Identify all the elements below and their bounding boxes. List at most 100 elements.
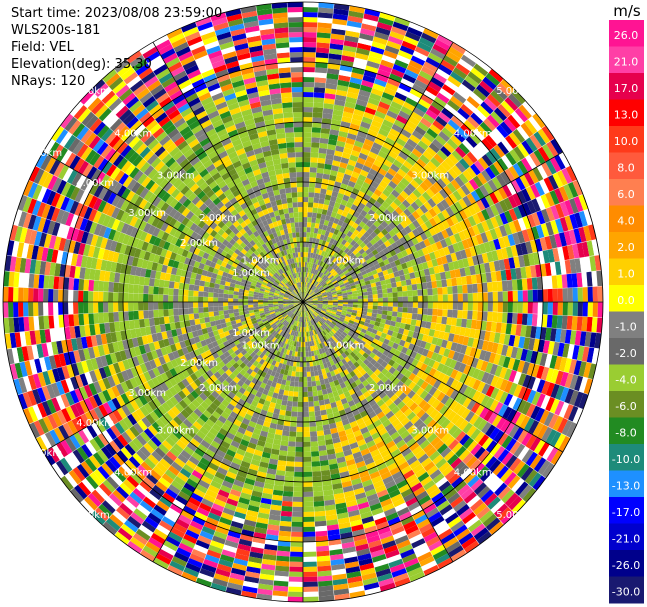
range-gate-cell — [384, 137, 396, 146]
range-gate-cell — [344, 168, 353, 176]
range-gate-cell — [303, 566, 318, 572]
range-gate-cell — [307, 303, 313, 306]
range-gate-cell — [479, 80, 494, 94]
range-gate-cell — [303, 431, 311, 437]
range-gate-cell — [306, 287, 309, 293]
range-gate-cell — [569, 390, 579, 406]
range-gate-cell — [452, 351, 460, 361]
range-gate-cell — [315, 238, 320, 245]
range-gate-cell — [558, 232, 568, 247]
range-gate-cell — [417, 263, 424, 271]
range-gate-cell — [303, 591, 319, 597]
range-gate-cell — [360, 328, 367, 334]
range-gate-cell — [576, 272, 583, 288]
range-gate-cell — [346, 91, 359, 100]
range-gate-cell — [523, 254, 531, 267]
range-gate-cell — [387, 35, 403, 46]
range-gate-cell — [411, 210, 421, 220]
range-gate-cell — [337, 295, 343, 299]
range-gate-cell — [481, 371, 490, 384]
range-gate-cell — [506, 312, 513, 324]
range-gate-cell — [337, 279, 344, 284]
range-gate-cell — [418, 240, 427, 249]
range-gate-cell — [421, 65, 436, 77]
range-gate-cell — [348, 279, 355, 285]
range-gate-cell — [363, 322, 370, 327]
range-gate-cell — [319, 142, 328, 149]
range-gate-cell — [522, 302, 528, 314]
range-gate-cell — [319, 260, 324, 267]
range-gate-cell — [463, 119, 476, 133]
range-gate-cell — [462, 336, 470, 346]
range-gate-cell — [324, 264, 330, 270]
range-gate-cell — [417, 333, 424, 341]
range-gate-cell — [453, 131, 466, 143]
range-gate-cell — [444, 357, 453, 367]
range-gate-cell — [419, 340, 427, 349]
range-gate-cell — [378, 17, 394, 27]
range-gate-cell — [450, 342, 458, 352]
range-gate-cell — [399, 211, 408, 221]
range-gate-cell — [507, 302, 513, 313]
range-gate-cell — [559, 260, 567, 275]
range-gate-cell — [328, 134, 339, 141]
range-gate-cell — [303, 401, 309, 407]
range-gate-cell — [363, 254, 371, 262]
range-gate-cell — [380, 163, 390, 172]
range-gate-cell — [466, 96, 481, 109]
range-gate-cell — [508, 221, 517, 234]
range-gate-cell — [321, 261, 326, 268]
range-gate-cell — [320, 310, 326, 314]
range-gate-cell — [317, 306, 323, 310]
range-gate-cell — [303, 102, 314, 108]
range-gate-cell — [438, 131, 450, 142]
range-gate-cell — [317, 297, 323, 300]
range-gate-cell — [312, 286, 317, 291]
range-gate-cell — [303, 197, 309, 203]
range-gate-cell — [303, 77, 315, 83]
range-gate-cell — [448, 193, 458, 204]
range-gate-cell — [449, 203, 459, 215]
range-gate-cell — [281, 500, 293, 507]
range-gate-cell — [313, 395, 319, 402]
range-gate-cell — [386, 40, 402, 50]
range-gate-cell — [322, 307, 328, 310]
range-gate-cell — [367, 302, 373, 306]
range-gate-cell — [312, 295, 317, 299]
range-gate-cell — [531, 391, 542, 406]
range-gate-cell — [447, 349, 456, 360]
range-gate-cell — [578, 194, 589, 211]
range-gate-cell — [450, 224, 459, 235]
range-gate-cell — [304, 292, 308, 298]
range-gate-cell — [541, 208, 551, 223]
range-gate-cell — [336, 192, 345, 200]
range-gate-cell — [307, 299, 313, 301]
range-gate-cell — [307, 212, 313, 218]
range-gate-cell — [369, 320, 376, 326]
range-gate-cell — [358, 37, 373, 46]
range-gate-cell — [311, 461, 321, 467]
range-gate-cell — [577, 287, 583, 302]
range-gate-cell — [356, 232, 364, 239]
range-gate-cell — [309, 167, 317, 173]
range-gate-cell — [316, 550, 330, 557]
range-gate-cell — [544, 353, 553, 368]
range-gate-cell — [306, 294, 311, 299]
range-gate-cell — [350, 233, 357, 240]
range-gate-cell — [311, 293, 316, 297]
range-gate-cell — [519, 174, 531, 189]
range-gate-cell — [336, 261, 342, 267]
range-gate-cell — [329, 43, 344, 51]
range-gate-cell — [305, 272, 308, 278]
range-gate-cell — [554, 233, 563, 248]
range-gate-cell — [445, 217, 455, 227]
range-gate-cell — [370, 316, 377, 322]
range-gate-cell — [312, 485, 323, 492]
range-gate-cell — [486, 341, 494, 353]
range-gate-cell — [427, 295, 433, 302]
range-gate-cell — [314, 72, 327, 79]
range-gate-cell — [336, 311, 342, 315]
range-gate-cell — [331, 292, 338, 296]
range-gate-cell — [337, 255, 344, 262]
range-gate-cell — [481, 252, 489, 264]
